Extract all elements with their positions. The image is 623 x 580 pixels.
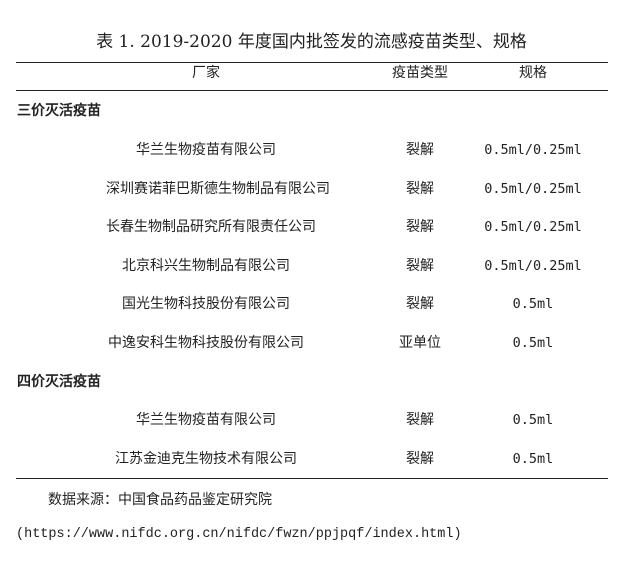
cell-spec: 0.5ml/0.25ml [484,219,582,236]
cell-spec: 0.5ml/0.25ml [484,257,582,274]
header-type: 疫苗类型 [392,65,448,81]
cell-manufacturer: 华兰生物疫苗有限公司 [136,142,276,158]
header-manufacturer: 厂家 [192,65,220,81]
cell-manufacturer: 中逸安科生物科技股份有限公司 [108,335,304,351]
section-label: 三价灭活疫苗 [17,103,101,119]
source-url: (https://www.nifdc.org.cn/nifdc/fwzn/ppj… [16,527,462,542]
cell-type: 裂解 [406,257,434,274]
cell-type: 裂解 [406,219,434,236]
cell-type: 裂解 [406,412,434,428]
section-label: 四价灭活疫苗 [17,374,101,390]
cell-type: 亚单位 [399,335,441,351]
cell-manufacturer: 北京科兴生物制品有限公司 [122,257,290,274]
table-row: 华兰生物疫苗有限公司 裂解 0.5ml [16,408,608,432]
cell-spec: 0.5ml/0.25ml [484,142,582,158]
table-row: 北京科兴生物制品有限公司 裂解 0.5ml/0.25ml [16,254,608,278]
cell-type: 裂解 [406,296,434,313]
bottom-rule [16,478,608,479]
table-row: 华兰生物疫苗有限公司 裂解 0.5ml/0.25ml [16,138,608,162]
cell-manufacturer: 华兰生物疫苗有限公司 [136,412,276,428]
cell-spec: 0.5ml [512,296,554,313]
top-rule [16,62,608,63]
table-row: 江苏金迪克生物技术有限公司 裂解 0.5ml [16,447,608,471]
cell-type: 裂解 [406,450,434,467]
header-rule [16,90,608,91]
table-row: 国光生物科技股份有限公司 裂解 0.5ml [16,292,608,316]
cell-spec: 0.5ml/0.25ml [484,180,582,197]
header-spec: 规格 [519,65,547,81]
table-row: 长春生物制品研究所有限责任公司 裂解 0.5ml/0.25ml [16,215,608,239]
cell-manufacturer: 长春生物制品研究所有限责任公司 [106,219,316,236]
table-row: 深圳赛诺菲巴斯德生物制品有限公司 裂解 0.5ml/0.25ml [16,177,608,201]
cell-spec: 0.5ml [512,450,554,467]
cell-spec: 0.5ml [512,335,554,351]
cell-type: 裂解 [406,180,434,197]
cell-manufacturer: 江苏金迪克生物技术有限公司 [115,450,297,467]
source-note: 数据来源：中国食品药品鉴定研究院 [48,492,272,508]
table-header: 厂家 疫苗类型 规格 [16,61,608,85]
cell-type: 裂解 [406,142,434,158]
table-title: 表 1. 2019-2020 年度国内批签发的流感疫苗类型、规格 [96,32,527,52]
cell-manufacturer: 深圳赛诺菲巴斯德生物制品有限公司 [106,180,330,197]
cell-manufacturer: 国光生物科技股份有限公司 [122,296,290,313]
table-row: 中逸安科生物科技股份有限公司 亚单位 0.5ml [16,331,608,355]
cell-spec: 0.5ml [512,412,554,428]
